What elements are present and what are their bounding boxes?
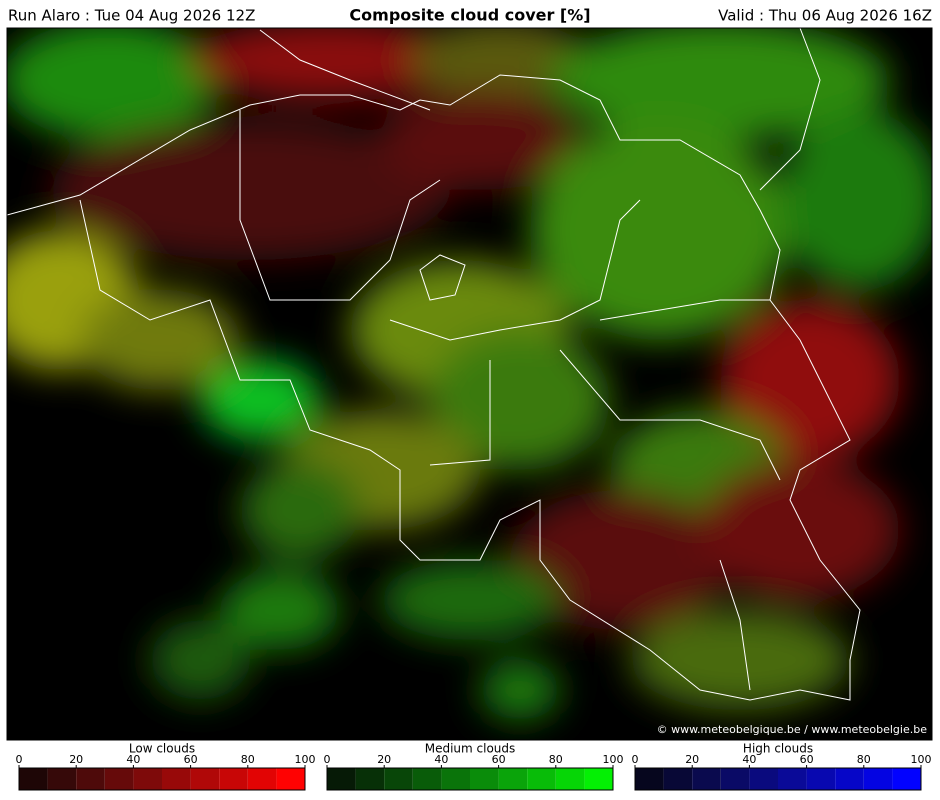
legend-swatch — [327, 768, 356, 790]
legend-tick-label: 0 — [632, 753, 639, 766]
legend-tick-label: 40 — [126, 753, 140, 766]
legend-swatch — [412, 768, 442, 790]
borders — [7, 28, 861, 701]
legend-swatch — [162, 768, 191, 790]
province-border — [239, 110, 441, 301]
province-border — [419, 254, 466, 301]
legend-tick-label: 100 — [603, 753, 624, 766]
legend-swatch — [355, 768, 385, 790]
legend-swatch — [133, 768, 162, 790]
legend-swatch — [441, 768, 470, 790]
legend-label: Low clouds — [129, 742, 195, 756]
legend-tick-label: 20 — [685, 753, 699, 766]
legend-swatch — [19, 768, 48, 790]
legend-swatch — [778, 768, 807, 790]
province-border — [389, 199, 641, 341]
legends: Low clouds 0 20 40 60 80 100 Medium clouds 0 20 40… — [16, 742, 932, 791]
country-border — [7, 74, 861, 701]
legend-label: Medium clouds — [425, 742, 516, 756]
legend-swatch — [276, 768, 305, 790]
legend-tick-label: 80 — [549, 753, 563, 766]
legend-swatch — [892, 768, 921, 790]
legend-tick-label: 40 — [742, 753, 756, 766]
border-east — [759, 28, 821, 191]
legend-swatch — [692, 768, 721, 790]
legend-tick-label: 20 — [377, 753, 391, 766]
map: © www.meteobelgique.be / www.meteobelgie… — [7, 28, 932, 740]
legend-tick-label: 80 — [241, 753, 255, 766]
legend-tick-label: 60 — [492, 753, 506, 766]
legend-swatch — [104, 768, 134, 790]
coast — [259, 29, 431, 111]
legend-tick-label: 0 — [324, 753, 331, 766]
legend-tick-label: 80 — [857, 753, 871, 766]
cloud-field — [7, 28, 932, 720]
legend-frame — [18, 767, 306, 791]
legend-swatch — [635, 768, 664, 790]
legend-swatch — [749, 768, 778, 790]
legend-swatch — [720, 768, 750, 790]
legend-swatch — [584, 768, 613, 790]
legend-swatch — [498, 768, 528, 790]
credit: © www.meteobelgique.be / www.meteobelgie… — [657, 723, 928, 736]
legend-swatch — [863, 768, 893, 790]
legend-swatch — [219, 768, 248, 790]
province-border — [719, 559, 751, 691]
run-label: Run Alaro : Tue 04 Aug 2026 12Z — [8, 7, 255, 25]
map-frame — [6, 27, 933, 741]
legend-frame — [326, 767, 614, 791]
legend-swatch — [384, 768, 413, 790]
map-title: Composite cloud cover [%] — [349, 6, 590, 25]
province-border — [429, 360, 491, 466]
province-border — [599, 299, 770, 321]
legend-swatch — [47, 768, 77, 790]
legend-swatch — [76, 768, 105, 790]
legend-tick-label: 100 — [911, 753, 932, 766]
province-border — [559, 349, 781, 481]
legend-tick-label: 0 — [16, 753, 23, 766]
legend-swatch — [190, 768, 220, 790]
legend-swatch — [247, 768, 277, 790]
legend-swatch — [527, 768, 556, 790]
legend-tick-label: 100 — [295, 753, 316, 766]
valid-label: Valid : Thu 06 Aug 2026 16Z — [718, 7, 932, 25]
legend-swatch — [835, 768, 864, 790]
legend-tick-label: 20 — [69, 753, 83, 766]
legend-label: High clouds — [743, 742, 813, 756]
legend-swatch — [663, 768, 693, 790]
legend-frame — [634, 767, 922, 791]
legend-swatch — [806, 768, 836, 790]
legend-tick-label: 60 — [800, 753, 814, 766]
legend-tick-label: 60 — [184, 753, 198, 766]
legend-swatch — [555, 768, 585, 790]
legend-swatch — [470, 768, 499, 790]
legend-tick-label: 40 — [434, 753, 448, 766]
